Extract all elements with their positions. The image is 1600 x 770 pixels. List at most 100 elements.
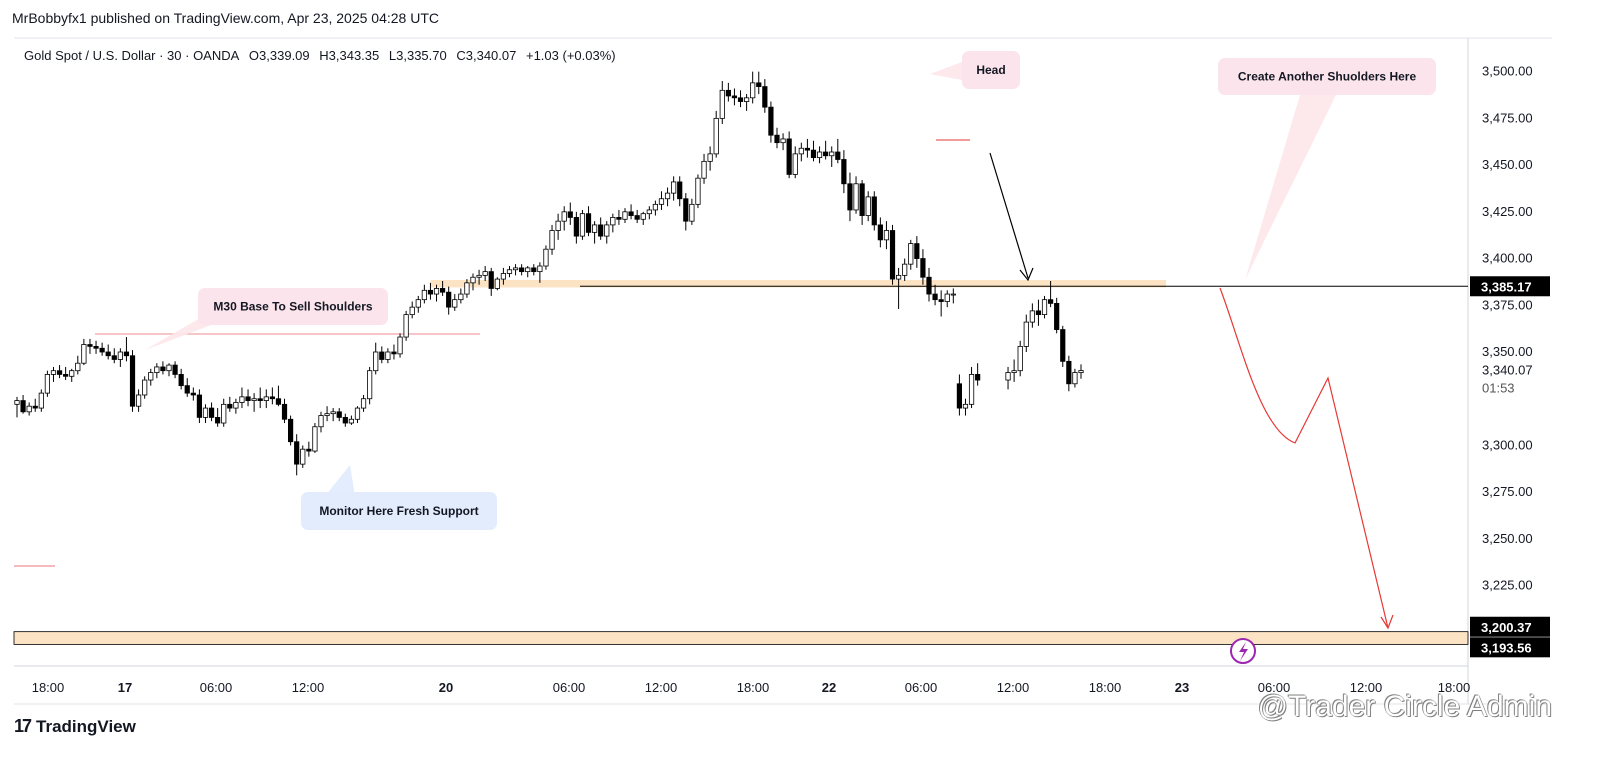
candle-down xyxy=(281,403,288,420)
candle-down xyxy=(1054,303,1060,330)
candle-up xyxy=(421,289,427,301)
candle-down xyxy=(269,396,275,400)
candle-down xyxy=(215,417,221,424)
candle-down xyxy=(683,198,689,222)
candle-up xyxy=(135,394,142,407)
candle-up xyxy=(780,138,786,144)
time-tick-label: 18:00 xyxy=(1089,680,1122,695)
change-value: +1.03 (+0.03%) xyxy=(525,48,616,63)
level-price-label: 3,385.17 xyxy=(1481,279,1532,294)
base-label: M30 Base To Sell Shoulders xyxy=(213,300,372,314)
candle-up xyxy=(354,407,361,420)
candle-up xyxy=(750,82,756,99)
zone-top-label-box xyxy=(1470,616,1550,637)
candle-down xyxy=(531,267,537,273)
candle-down xyxy=(93,345,99,349)
time-tick-label: 06:00 xyxy=(553,680,586,695)
time-tick-label: 18:00 xyxy=(737,680,770,695)
candle-down xyxy=(294,441,300,465)
candle-down xyxy=(488,271,494,289)
candle-down xyxy=(634,215,640,220)
candle-up xyxy=(494,278,500,289)
candle-up xyxy=(908,243,914,265)
candle-down xyxy=(123,351,130,357)
candle-up xyxy=(1017,345,1023,372)
tradingview-brand[interactable]: 17 TradingView xyxy=(14,716,136,737)
candle-up xyxy=(69,370,75,377)
candle-up xyxy=(689,203,695,222)
candle-down xyxy=(391,351,397,355)
head-callout-tail xyxy=(930,62,962,80)
candle-up xyxy=(324,413,330,416)
brand-name: TradingView xyxy=(36,716,136,736)
symbol-legend[interactable]: Gold Spot / U.S. Dollar · 30 · OANDA O3,… xyxy=(24,48,622,63)
candle-up xyxy=(1011,370,1017,373)
candle-up xyxy=(415,299,421,308)
candle-up xyxy=(75,362,81,372)
price-tick-label: 3,450.00 xyxy=(1482,157,1533,172)
base-callout-tail xyxy=(145,318,230,350)
candle-up xyxy=(385,351,391,360)
lightning-icon xyxy=(1239,642,1248,661)
candle-up xyxy=(142,379,148,396)
time-tick-label: 12:00 xyxy=(292,680,325,695)
candle-up xyxy=(695,177,701,205)
candle-up xyxy=(117,351,123,360)
candle-up xyxy=(373,351,379,372)
candle-up xyxy=(798,147,804,155)
support-label: Monitor Here Fresh Support xyxy=(319,504,478,518)
candle-up xyxy=(202,407,209,418)
candle-up xyxy=(829,151,835,157)
candle-down xyxy=(926,276,932,295)
candle-down xyxy=(342,417,348,424)
candle-down xyxy=(768,106,774,136)
candle-down xyxy=(598,224,604,237)
candle-up xyxy=(360,398,367,409)
candle-down xyxy=(257,398,263,401)
candle-down xyxy=(196,394,202,418)
candle-up xyxy=(397,336,403,355)
candle-down xyxy=(245,396,251,401)
candle-up xyxy=(221,403,227,424)
candle-down xyxy=(786,138,792,175)
projection-arrow-icon xyxy=(1380,614,1394,630)
head-label-box xyxy=(962,51,1020,89)
price-tick-label: 3,400.00 xyxy=(1482,251,1533,266)
target-zone xyxy=(13,631,1469,645)
candle-up xyxy=(896,274,902,280)
candle-down xyxy=(379,351,385,360)
low-value: L3,335.70 xyxy=(388,48,447,63)
symbol-name[interactable]: Gold Spot / U.S. Dollar · 30 · OANDA xyxy=(24,48,240,63)
price-tick-label: 3,275.00 xyxy=(1482,484,1533,499)
candle-up xyxy=(652,203,659,211)
candle-up xyxy=(701,160,707,179)
candle-down xyxy=(275,398,282,405)
candle-up xyxy=(646,209,652,215)
candle-down xyxy=(567,211,573,218)
candle-up xyxy=(367,370,373,400)
candle-down xyxy=(823,151,829,157)
price-tick-label: 3,375.00 xyxy=(1482,297,1533,312)
candle-up xyxy=(719,89,725,119)
time-tick-label: 20 xyxy=(439,680,453,695)
candle-up xyxy=(239,396,245,403)
candle-up xyxy=(713,117,719,155)
candle-up xyxy=(26,405,32,413)
candle-down xyxy=(208,407,215,418)
time-tick-label: 12:00 xyxy=(645,680,678,695)
candle-up xyxy=(500,273,507,280)
price-tick-label: 3,500.00 xyxy=(1482,64,1533,79)
candle-down xyxy=(172,364,178,375)
price-tick-label: 3,250.00 xyxy=(1482,531,1533,546)
candle-down xyxy=(63,374,69,377)
candle-up xyxy=(312,426,318,452)
candle-down xyxy=(841,159,847,185)
candle-up xyxy=(300,448,306,465)
candle-up xyxy=(506,269,513,274)
price-tick-label: 3,300.00 xyxy=(1482,437,1533,452)
candle-up xyxy=(409,306,415,316)
candle-up xyxy=(233,402,239,409)
shoulders-label: Create Another Shuolders Here xyxy=(1238,70,1417,84)
candle-up xyxy=(452,299,458,308)
